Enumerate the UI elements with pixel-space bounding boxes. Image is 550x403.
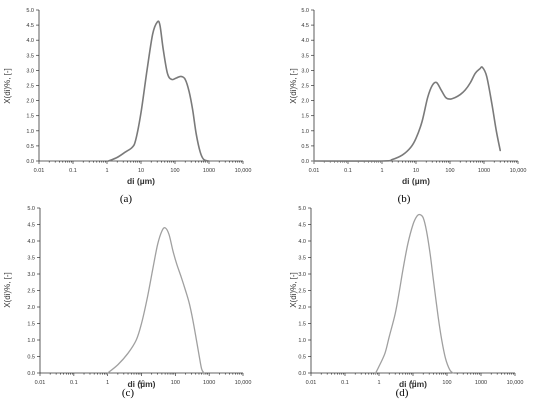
- y-tick-label: 4.0: [27, 239, 35, 245]
- x-tick-label: 10: [410, 380, 416, 386]
- panel-caption: (d): [396, 387, 409, 399]
- chart-panel-4: 0.0 0.5 1.0 1.5 2.0 2.5 3.0 3.5 4.0 4.5 5.0 0.01 0.1…: [289, 206, 523, 399]
- y-tick-label: 3.5: [298, 256, 306, 262]
- y-tick-label: 4.0: [26, 38, 34, 44]
- y-axis-label: X(di)%, [-]: [289, 272, 298, 308]
- x-tick-label: 10,000: [507, 380, 524, 386]
- y-tick-label: 3.0: [26, 68, 34, 74]
- series-line-1: [313, 66, 502, 162]
- x-axis-label: di (µm): [127, 176, 155, 186]
- x-tick-label: 1: [377, 380, 380, 386]
- y-tick-label: 3.5: [301, 53, 309, 59]
- x-tick-label: 0.01: [35, 380, 46, 386]
- x-tick-label: 100: [445, 168, 454, 174]
- x-tick-label: 0.01: [309, 168, 320, 174]
- y-tick-label: 3.0: [301, 68, 309, 74]
- panel-caption: (a): [120, 193, 133, 205]
- y-axis-label: X(di)%, [-]: [289, 68, 298, 104]
- x-tick-label: 1: [380, 168, 383, 174]
- y-tick-label: 4.5: [301, 23, 309, 29]
- x-tick-label: 1: [106, 380, 109, 386]
- y-tick-label: 2.5: [301, 84, 309, 90]
- x-axis-label: di (µm): [127, 379, 155, 389]
- y-tick-label: 4.5: [26, 23, 34, 29]
- y-tick-label: 2.5: [298, 289, 306, 295]
- y-tick-label: 2.0: [301, 99, 309, 105]
- series-line-1: [375, 213, 454, 374]
- x-tick-label: 100: [442, 380, 451, 386]
- y-tick-label: 1.0: [301, 129, 309, 135]
- y-tick-label: 2.0: [298, 305, 306, 311]
- y-tick-label: 1.5: [298, 322, 306, 328]
- y-tick-label: 5.0: [301, 8, 309, 14]
- y-tick-label: 3.0: [298, 272, 306, 278]
- y-tick-label: 3.5: [26, 53, 34, 59]
- y-tick-label: 0.0: [298, 371, 306, 377]
- y-tick-label: 0.0: [27, 371, 35, 377]
- x-tick-label: 10,000: [235, 380, 252, 386]
- x-tick-label: 1000: [203, 168, 215, 174]
- x-tick-label: 1000: [475, 380, 487, 386]
- x-tick-label: 0.01: [34, 168, 45, 174]
- x-axis-label: di (µm): [399, 379, 427, 389]
- y-tick-label: 1.5: [301, 114, 309, 120]
- x-tick-label: 0.1: [69, 168, 77, 174]
- x-tick-label: 10,000: [510, 168, 527, 174]
- y-tick-label: 5.0: [26, 8, 34, 14]
- y-tick-label: 0.0: [301, 159, 309, 165]
- y-tick-label: 1.0: [298, 338, 306, 344]
- x-tick-label: 1: [105, 168, 108, 174]
- y-axis-label: X(di)%, [-]: [3, 272, 12, 308]
- x-tick-label: 10: [138, 380, 144, 386]
- x-tick-label: 0.01: [306, 380, 317, 386]
- y-tick-label: 1.0: [27, 338, 35, 344]
- x-tick-label: 0.1: [344, 168, 352, 174]
- x-tick-label: 100: [170, 168, 179, 174]
- x-tick-label: 10: [138, 168, 144, 174]
- y-tick-label: 1.5: [26, 114, 34, 120]
- series-line-1: [107, 227, 205, 374]
- x-tick-label: 1000: [203, 380, 215, 386]
- y-tick-label: 5.0: [27, 206, 35, 212]
- chart-panel-2: 0.0 0.5 1.0 1.5 2.0 2.5 3.0 3.5 4.0 4.5 5.0 0.01 0.1…: [289, 8, 526, 205]
- series-line-1: [107, 20, 210, 162]
- y-tick-label: 2.5: [26, 84, 34, 90]
- y-tick-label: 0.0: [26, 159, 34, 165]
- y-tick-label: 4.5: [298, 223, 306, 229]
- y-tick-label: 0.5: [301, 144, 309, 150]
- y-tick-label: 3.5: [27, 256, 35, 262]
- y-tick-label: 4.0: [301, 38, 309, 44]
- y-tick-label: 1.0: [26, 129, 34, 135]
- x-tick-label: 0.1: [70, 380, 78, 386]
- chart-panel-3: 0.0 0.5 1.0 1.5 2.0 2.5 3.0 3.5 4.0 4.5 5.0 0.01 0.1…: [3, 206, 251, 399]
- panel-caption: (b): [398, 193, 411, 205]
- y-tick-label: 0.5: [26, 144, 34, 150]
- x-tick-label: 0.1: [341, 380, 349, 386]
- y-tick-label: 1.5: [27, 322, 35, 328]
- x-tick-label: 10: [413, 168, 419, 174]
- y-tick-label: 0.5: [27, 355, 35, 361]
- y-axis-label: X(di)%, [-]: [3, 68, 12, 104]
- x-tick-label: 10,000: [235, 168, 252, 174]
- y-tick-label: 3.0: [27, 272, 35, 278]
- x-axis-label: di (µm): [402, 176, 430, 186]
- y-tick-label: 0.5: [298, 355, 306, 361]
- y-tick-label: 5.0: [298, 206, 306, 212]
- panel-caption: (c): [122, 387, 135, 399]
- y-tick-label: 2.0: [26, 99, 34, 105]
- y-tick-label: 2.5: [27, 289, 35, 295]
- chart-panel-1: 0.0 0.5 1.0 1.5 2.0 2.5 3.0 3.5 4.0 4.5 5.0 0.01 0.1…: [3, 8, 251, 205]
- x-tick-label: 100: [171, 380, 180, 386]
- x-tick-label: 1000: [478, 168, 490, 174]
- y-tick-label: 4.0: [298, 239, 306, 245]
- y-tick-label: 4.5: [27, 223, 35, 229]
- y-tick-label: 2.0: [27, 305, 35, 311]
